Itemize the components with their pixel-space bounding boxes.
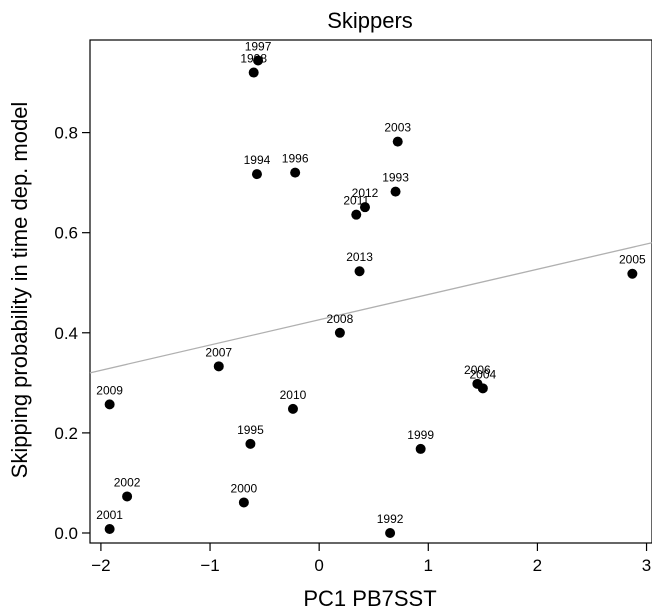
plot-frame: [89, 39, 652, 544]
data-point: [385, 527, 396, 538]
data-point: [122, 491, 133, 502]
data-point: [290, 167, 301, 178]
data-point: [213, 361, 224, 372]
data-point-label: 2000: [231, 481, 258, 495]
data-point: [104, 523, 115, 534]
data-point-label: 2002: [114, 475, 141, 489]
data-point-label: 1998: [240, 52, 267, 66]
x-tick-label: −2: [91, 556, 110, 575]
data-point-label: 1992: [377, 512, 404, 526]
y-axis: 0.0 0.2 0.4 0.6 0.8: [54, 124, 90, 543]
data-point-label: 2006: [464, 363, 491, 377]
x-tick-label: 1: [424, 556, 433, 575]
data-point: [248, 67, 259, 78]
data-point: [351, 209, 362, 220]
x-tick-label: 0: [314, 556, 323, 575]
data-point-label: 2001: [96, 508, 123, 522]
x-axis-label: PC1 PB7SST: [303, 586, 436, 611]
data-point-label: 1999: [407, 428, 434, 442]
data-point: [354, 266, 365, 277]
chart-title: Skippers: [327, 8, 413, 33]
data-point-label: 2005: [619, 253, 646, 267]
data-point: [390, 186, 401, 197]
data-point-label: 2010: [280, 388, 307, 402]
y-tick-label: 0.4: [54, 324, 78, 343]
data-point-label: 1995: [237, 423, 264, 437]
data-point-label: 2009: [96, 383, 123, 397]
data-point-label: 2007: [205, 345, 232, 359]
data-point-label: 2008: [327, 312, 354, 326]
y-tick-label: 0.6: [54, 224, 78, 243]
y-axis-label: Skipping probability in time dep. model: [7, 102, 32, 479]
y-tick-label: 0.8: [54, 124, 78, 143]
data-point-label: 2013: [346, 250, 373, 264]
x-tick-label: 2: [533, 556, 542, 575]
y-tick-label: 0.0: [54, 524, 78, 543]
data-point-label: 2012: [352, 186, 379, 200]
data-point: [251, 169, 262, 180]
data-point-label: 1994: [244, 153, 271, 167]
data-point: [472, 378, 483, 389]
data-point-label: 1993: [382, 171, 409, 185]
data-point-label: 1996: [282, 152, 309, 166]
data-point-label: 1997: [245, 40, 272, 54]
data-point: [415, 443, 426, 454]
x-tick-label: −1: [200, 556, 219, 575]
x-tick-label: 3: [642, 556, 651, 575]
trend-line-layer: [89, 242, 652, 374]
data-point-label: 2004: [470, 367, 497, 381]
data-point: [104, 399, 115, 410]
data-point: [253, 55, 264, 66]
data-point: [238, 497, 249, 508]
data-point: [287, 403, 298, 414]
data-point-label: 2003: [384, 121, 411, 135]
data-point: [359, 202, 370, 213]
data-point: [627, 268, 638, 279]
x-axis: −2 −1 0 1 2 3: [91, 543, 651, 575]
trend-line: [89, 242, 652, 374]
data-point: [245, 438, 256, 449]
y-tick-label: 0.2: [54, 424, 78, 443]
data-point: [334, 327, 345, 338]
data-point: [392, 136, 403, 147]
